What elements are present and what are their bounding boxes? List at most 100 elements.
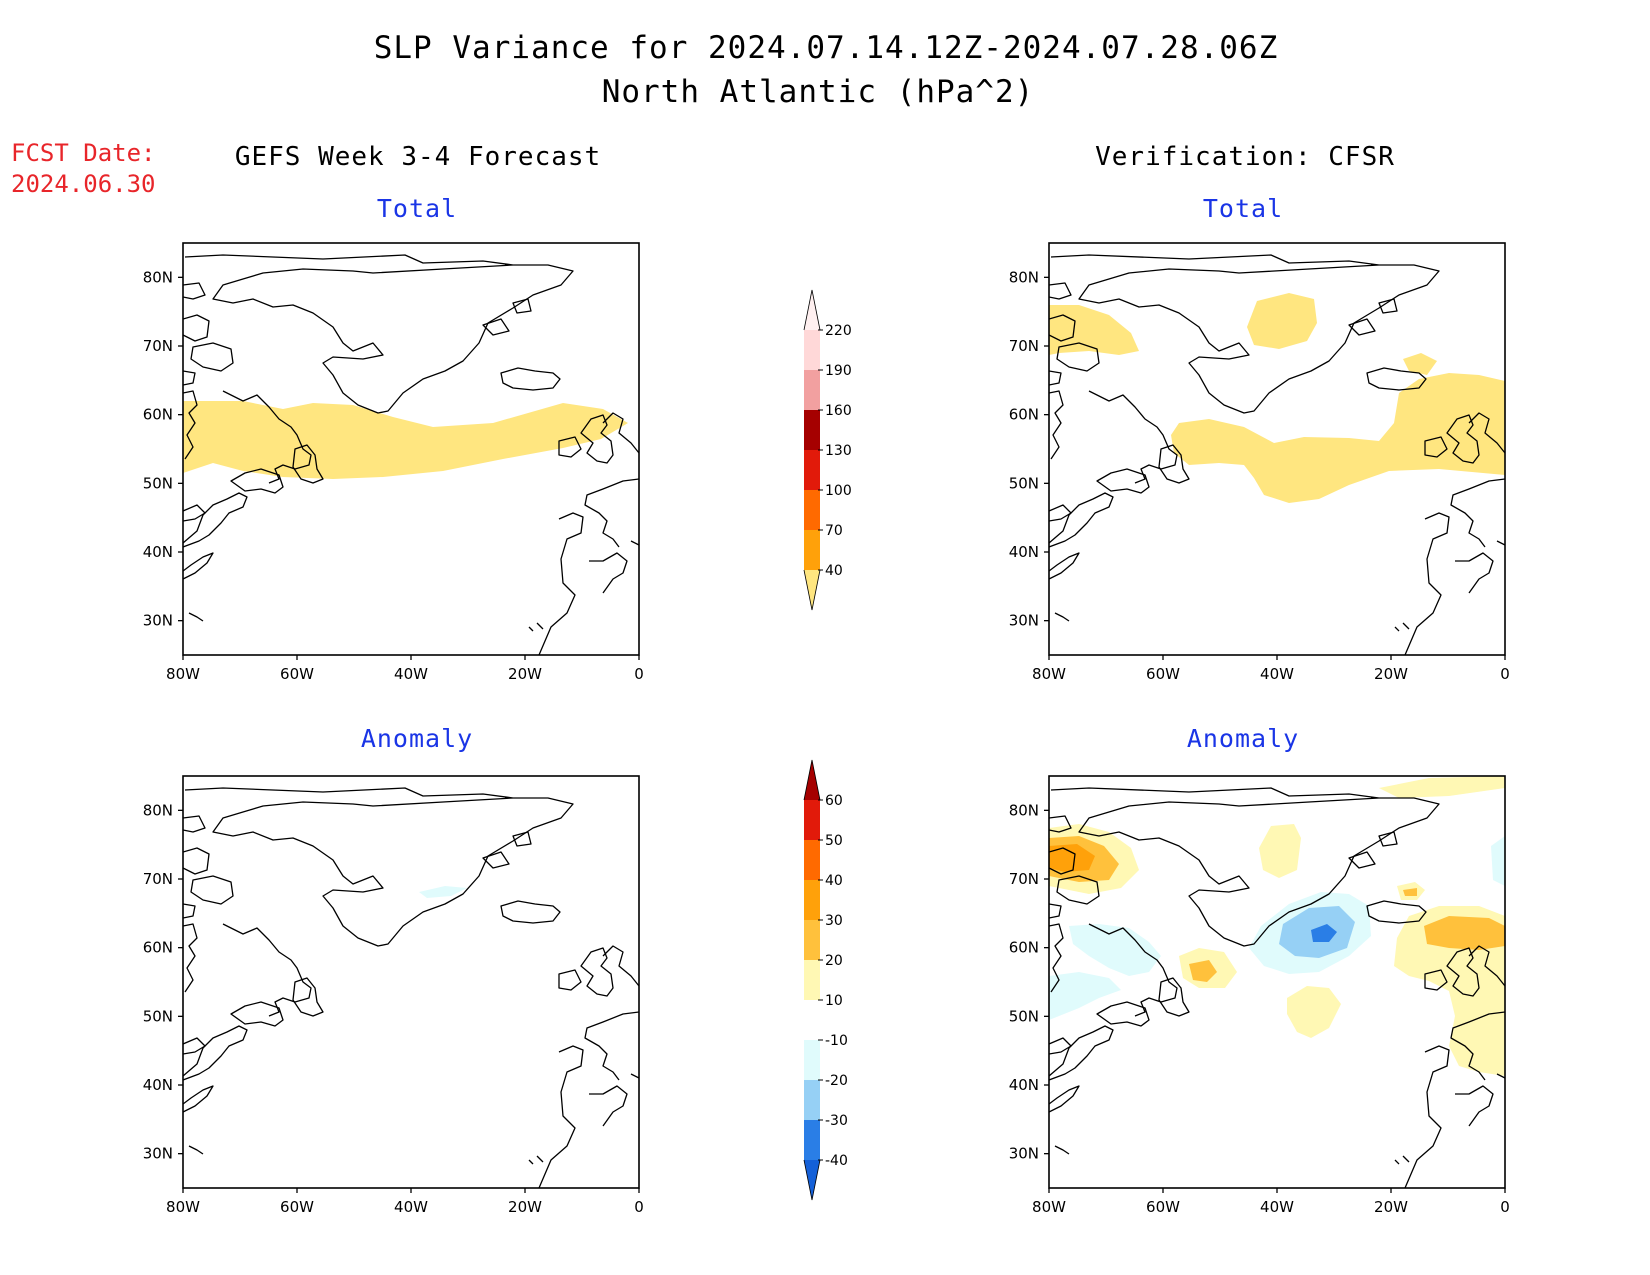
lon-tick-label: 0 [1500,1198,1510,1216]
fcst-date-label: FCST Date: [11,139,156,167]
colorbar-tick-label: 100 [825,483,852,499]
colorbar-swatch [804,1160,820,1200]
lon-tick-label: 20W [1374,665,1408,683]
colorbar-swatch [804,760,820,800]
lat-tick-label: 50N [143,1007,173,1025]
colorbar-tick-label: 160 [825,403,852,419]
colorbar-swatch [804,880,820,920]
map-axes: 80W 60W 40W 20W 0 80N 70N 60N 50N 40N 30N [143,268,644,683]
lon-tick-label: 20W [508,665,542,683]
lat-tick-label: 30N [1009,612,1039,630]
lat-tick-label: 40N [143,543,173,561]
panel-label-verification-total: Total [1202,194,1284,223]
lat-tick-label: 60N [143,939,173,957]
panel-label-verification-anomaly: Anomaly [1186,724,1300,753]
lat-tick-label: 60N [1009,406,1039,424]
colorbar-tick-label: 10 [825,993,843,1009]
colorbar-tick-label: 70 [825,523,843,539]
lat-tick-label: 30N [1009,1145,1039,1163]
colorbar-tick-label: 30 [825,913,843,929]
lon-tick-label: 20W [508,1198,542,1216]
variance-fill-40-70 [1049,293,1505,503]
lat-tick-label: 40N [1009,1076,1039,1094]
map-panel-verification-total [1048,242,1506,656]
lon-tick-label: 60W [280,665,314,683]
lat-tick-label: 60N [143,406,173,424]
colorbar-swatch [804,1120,820,1160]
main-subtitle: North Atlantic (hPa^2) [601,74,1035,110]
map-panel-forecast-total [182,242,640,656]
main-title: SLP Variance for 2024.07.14.12Z-2024.07.… [373,30,1279,66]
verification-column-title: Verification: CFSR [1095,142,1395,172]
colorbar-swatch [804,1080,820,1120]
colorbar-swatch [804,920,820,960]
panel-label-forecast-total: Total [376,194,458,223]
lat-tick-label: 70N [1009,870,1039,888]
lat-tick-label: 30N [143,1145,173,1163]
lon-tick-label: 60W [1146,1198,1180,1216]
colorbar-tick-label: -40 [825,1153,848,1169]
map-axes: 80W 60W 40W 20W 0 80N 70N 60N 50N 40N 30N [143,801,644,1216]
lat-tick-label: 50N [143,474,173,492]
lat-tick-label: 80N [143,801,173,819]
colorbar-tick-label: 40 [825,563,843,579]
lon-tick-label: 60W [1146,665,1180,683]
lon-tick-label: 40W [394,1198,428,1216]
lat-tick-label: 40N [1009,543,1039,561]
colorbar-swatch [804,1000,820,1040]
lat-tick-label: 80N [1009,801,1039,819]
colorbar-tick-label: 50 [825,833,843,849]
lon-tick-label: 40W [1260,1198,1294,1216]
lon-tick-label: 0 [634,665,644,683]
colorbar-tick-label: 130 [825,443,852,459]
colorbar-swatch [804,960,820,1000]
anomaly-fill-neg10-neg20 [419,886,467,898]
panel-label-forecast-anomaly: Anomaly [360,724,474,753]
lat-tick-label: 80N [143,268,173,286]
colorbar-swatch [804,530,820,570]
lat-tick-label: 50N [1009,474,1039,492]
colorbar-tick-label: 220 [825,323,852,339]
lon-tick-label: 40W [1260,665,1294,683]
forecast-column-title: GEFS Week 3-4 Forecast [234,142,602,172]
lon-tick-label: 80W [166,665,200,683]
colorbar-swatch [804,410,820,450]
lon-tick-label: 40W [394,665,428,683]
lon-tick-label: 0 [634,1198,644,1216]
lon-tick-label: 80W [1032,1198,1066,1216]
lon-tick-label: 80W [166,1198,200,1216]
lon-tick-label: 80W [1032,665,1066,683]
fcst-date-value: 2024.06.30 [11,170,156,198]
lat-tick-label: 70N [1009,337,1039,355]
colorbar-tick-label: -20 [825,1073,848,1089]
colorbar-swatch [804,840,820,880]
lon-tick-label: 20W [1374,1198,1408,1216]
colorbar-tick-label: 190 [825,363,852,379]
lat-tick-label: 60N [1009,939,1039,957]
colorbar-tick-label: 20 [825,953,843,969]
colorbar-swatch [804,490,820,530]
map-panel-forecast-anomaly [182,775,640,1189]
lat-tick-label: 40N [143,1076,173,1094]
colorbar-total: 40 70 100 130 160 190 220 [803,289,852,611]
lat-tick-label: 70N [143,870,173,888]
map-axes: 80W 60W 40W 20W 0 80N 70N 60N 50N 40N 30N [1009,801,1510,1216]
map-axes: 80W 60W 40W 20W 0 80N 70N 60N 50N 40N 30N [1009,268,1510,683]
colorbar-swatch [804,570,820,610]
colorbar-tick-label: 40 [825,873,843,889]
colorbar-swatch [804,330,820,370]
lat-tick-label: 80N [1009,268,1039,286]
colorbar-anomaly: -40 -30 -20 -10 10 20 30 40 50 60 [803,759,848,1201]
map-panel-verification-anomaly [1048,775,1506,1189]
colorbar-swatch [804,800,820,840]
colorbar-tick-label: -30 [825,1113,848,1129]
colorbar-swatch [804,1040,820,1080]
colorbar-tick-label: 60 [825,793,843,809]
colorbar-swatch [804,370,820,410]
lat-tick-label: 50N [1009,1007,1039,1025]
lat-tick-label: 30N [143,612,173,630]
lat-tick-label: 70N [143,337,173,355]
lon-tick-label: 60W [280,1198,314,1216]
colorbar-swatch [804,290,820,330]
